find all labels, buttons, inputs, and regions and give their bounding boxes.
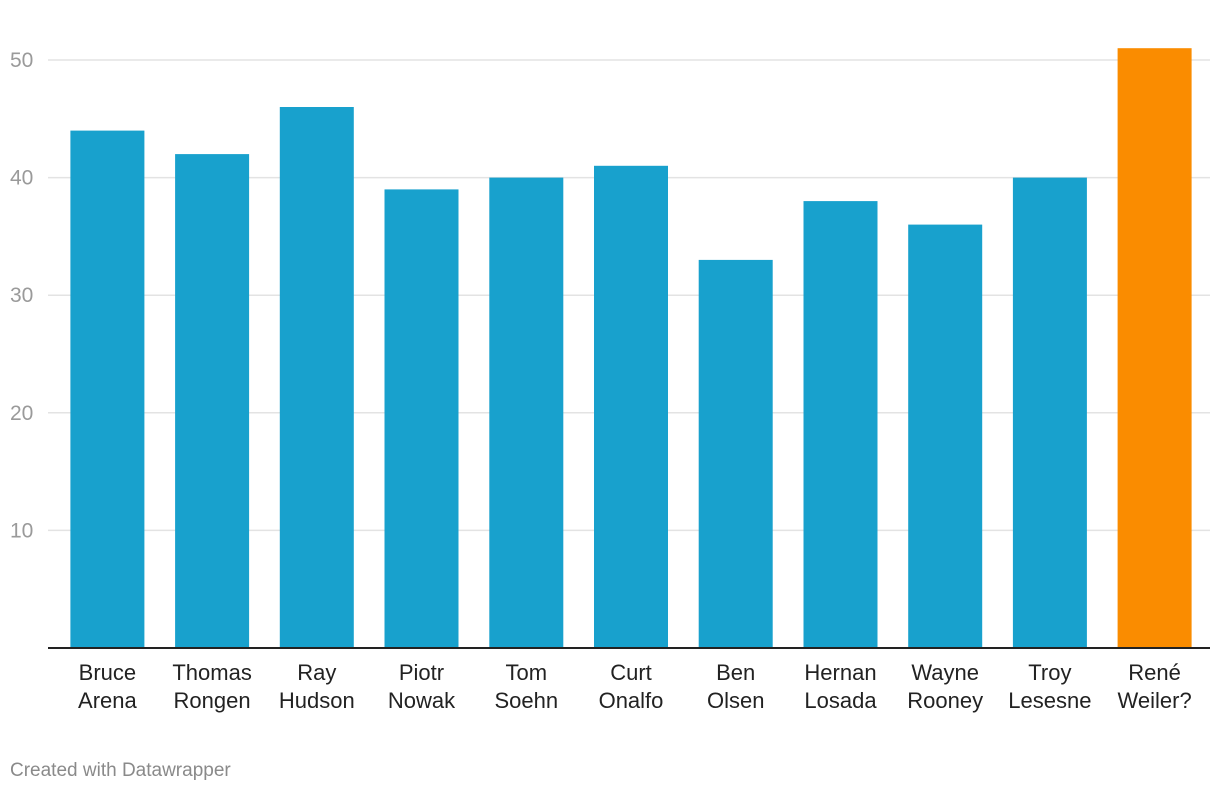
- x-axis-labels: Bruce Arena Thomas Rongen Ray Hudson Piotr Nowa…: [78, 660, 1192, 713]
- bar: [489, 177, 564, 648]
- x-tick-label: Ray Hudson: [279, 660, 355, 713]
- x-tick-label: Troy Lesesne: [1008, 660, 1091, 713]
- x-tick-label: Wayne Rooney: [907, 660, 983, 713]
- x-tick-label: Tom Soehn: [494, 660, 558, 713]
- x-tick-label: Bruce Arena: [78, 660, 137, 713]
- credit-text: Created with Datawrapper: [10, 760, 231, 781]
- bar: [1117, 48, 1192, 648]
- y-tick-label: 10: [10, 519, 33, 542]
- bar: [70, 130, 145, 649]
- bar: [384, 189, 459, 648]
- bar: [1012, 177, 1087, 648]
- bar: [175, 154, 250, 648]
- x-tick-label: Curt Onalfo: [599, 660, 664, 713]
- bar: [594, 165, 668, 649]
- x-tick-label: Ben Olsen: [707, 660, 764, 713]
- x-tick-label: René Weiler?: [1118, 660, 1192, 713]
- x-tick-label: Piotr Nowak: [388, 660, 456, 713]
- x-tick-label: Hernan Losada: [804, 660, 877, 713]
- x-tick-label: Thomas Rongen: [172, 660, 251, 713]
- bar: [908, 224, 983, 648]
- y-tick-label: 50: [10, 49, 33, 72]
- bar: [698, 259, 773, 648]
- bar: [803, 201, 878, 648]
- bars: [70, 48, 1192, 649]
- y-tick-label: 40: [10, 167, 33, 190]
- y-axis-ticks: 10 20 30 40 50: [10, 49, 33, 542]
- y-tick-label: 20: [10, 402, 33, 425]
- bar: [279, 107, 354, 648]
- y-tick-label: 30: [10, 284, 33, 307]
